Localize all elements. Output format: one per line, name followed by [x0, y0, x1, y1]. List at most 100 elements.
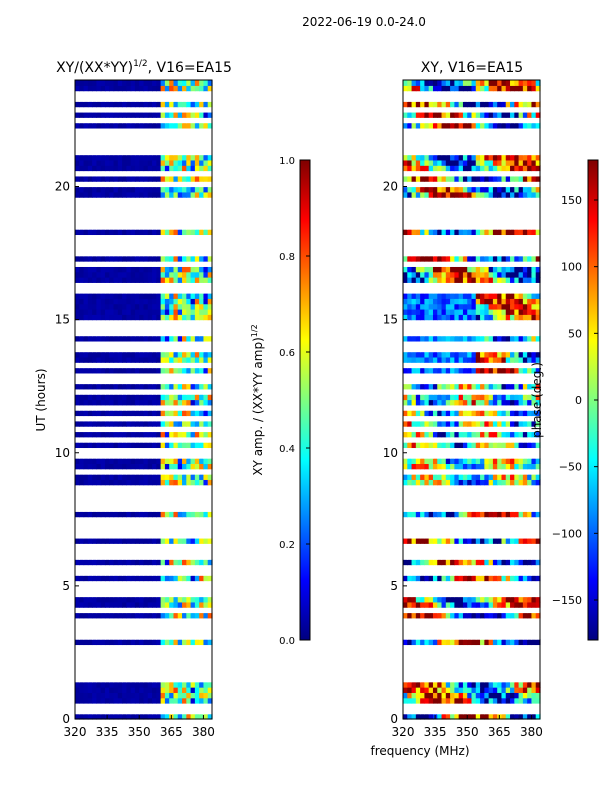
heatmap-gap-cell	[75, 149, 80, 156]
heatmap-gap-cell	[96, 388, 102, 395]
heatmap-cell	[207, 277, 213, 283]
heatmap-cell	[164, 399, 170, 406]
heatmap-gap-cell	[139, 149, 145, 156]
heatmap-gap-cell	[117, 607, 123, 614]
heatmap-gap-cell	[173, 649, 179, 656]
heatmap-cell	[96, 559, 102, 566]
heatmap-gap-cell	[471, 585, 477, 592]
heatmap-cell	[428, 687, 434, 693]
heatmap-gap-cell	[199, 436, 205, 443]
heatmap-cell	[177, 165, 183, 172]
heatmap-gap-cell	[182, 708, 187, 715]
heatmap-gap-cell	[437, 703, 443, 709]
heatmap-cell	[484, 601, 490, 608]
heatmap-gap-cell	[79, 649, 85, 656]
heatmap-cell	[432, 692, 438, 699]
heatmap-cell	[113, 85, 119, 92]
heatmap-gap-cell	[467, 708, 473, 715]
heatmap-cell	[104, 458, 110, 464]
heatmap-cell	[147, 596, 153, 603]
heatmap-gap-cell	[83, 218, 89, 225]
heatmap-gap-cell	[203, 90, 209, 97]
heatmap-gap-cell	[164, 170, 170, 177]
heatmap-gap-cell	[182, 490, 187, 496]
heatmap-cell	[514, 687, 520, 693]
heatmap-gap-cell	[535, 607, 541, 614]
heatmap-cell	[152, 293, 157, 299]
heatmap-cell	[139, 687, 145, 693]
heatmap-gap-cell	[203, 617, 209, 624]
heatmap-cell	[510, 575, 515, 582]
heatmap-gap-cell	[122, 468, 127, 475]
heatmap-gap-cell	[83, 415, 89, 422]
heatmap-gap-cell	[424, 628, 430, 635]
heatmap-cell	[432, 681, 438, 688]
heatmap-gap-cell	[160, 319, 166, 326]
heatmap-cell	[139, 101, 145, 108]
heatmap-cell	[194, 713, 200, 720]
heatmap-cell	[207, 687, 213, 693]
heatmap-cell	[160, 229, 166, 236]
heatmap-cell	[445, 687, 451, 693]
heatmap-cell	[139, 394, 145, 401]
heatmap-gap-cell	[126, 127, 132, 134]
heatmap-cell	[79, 687, 85, 693]
heatmap-gap-cell	[139, 223, 145, 230]
heatmap-gap-cell	[96, 484, 102, 491]
heatmap-cell	[411, 559, 417, 566]
heatmap-gap-cell	[207, 623, 213, 630]
heatmap-gap-cell	[79, 234, 85, 241]
heatmap-gap-cell	[428, 617, 434, 624]
heatmap-gap-cell	[497, 580, 503, 587]
heatmap-gap-cell	[126, 250, 132, 257]
heatmap-cell	[203, 367, 209, 374]
heatmap-cell	[510, 559, 515, 566]
heatmap-gap-cell	[182, 585, 187, 592]
heatmap-cell	[79, 101, 85, 108]
heatmap-gap-cell	[126, 261, 132, 267]
heatmap-gap-cell	[100, 218, 106, 225]
heatmap-gap-cell	[160, 223, 166, 230]
heatmap-gap-cell	[152, 426, 157, 433]
heatmap-gap-cell	[514, 671, 520, 677]
heatmap-cell	[83, 154, 89, 161]
heatmap-cell	[156, 266, 162, 273]
heatmap-cell	[169, 314, 175, 321]
heatmap-gap-cell	[177, 106, 183, 113]
heatmap-gap-cell	[420, 671, 426, 677]
heatmap-gap-cell	[475, 703, 481, 709]
heatmap-gap-cell	[186, 532, 192, 539]
heatmap-cell	[432, 596, 438, 603]
heatmap-gap-cell	[437, 633, 443, 640]
heatmap-gap-cell	[113, 223, 119, 230]
heatmap-cell	[130, 186, 136, 193]
heatmap-gap-cell	[130, 415, 136, 422]
heatmap-cell	[164, 383, 170, 390]
heatmap-gap-cell	[104, 223, 110, 230]
heatmap-cell	[169, 154, 175, 161]
heatmap-gap-cell	[79, 181, 85, 188]
heatmap-gap-cell	[203, 415, 209, 422]
heatmap-cell	[522, 596, 528, 603]
heatmap-cell	[480, 612, 485, 619]
heatmap-gap-cell	[186, 250, 192, 257]
heatmap-gap-cell	[143, 521, 149, 528]
heatmap-gap-cell	[160, 628, 166, 635]
heatmap-gap-cell	[497, 660, 503, 667]
heatmap-gap-cell	[122, 143, 127, 150]
heatmap-cell	[130, 191, 136, 198]
heatmap-gap-cell	[467, 660, 473, 667]
heatmap-cell	[96, 420, 102, 427]
heatmap-gap-cell	[92, 617, 98, 624]
heatmap-gap-cell	[194, 181, 200, 188]
heatmap-gap-cell	[79, 404, 85, 411]
heatmap-gap-cell	[160, 287, 166, 294]
heatmap-cell	[83, 537, 89, 544]
heatmap-gap-cell	[182, 703, 187, 709]
heatmap-gap-cell	[130, 506, 136, 512]
heatmap-cell	[83, 308, 89, 315]
heatmap-gap-cell	[79, 282, 85, 289]
heatmap-gap-cell	[100, 346, 106, 353]
heatmap-gap-cell	[445, 660, 451, 667]
heatmap-cell	[87, 255, 93, 262]
